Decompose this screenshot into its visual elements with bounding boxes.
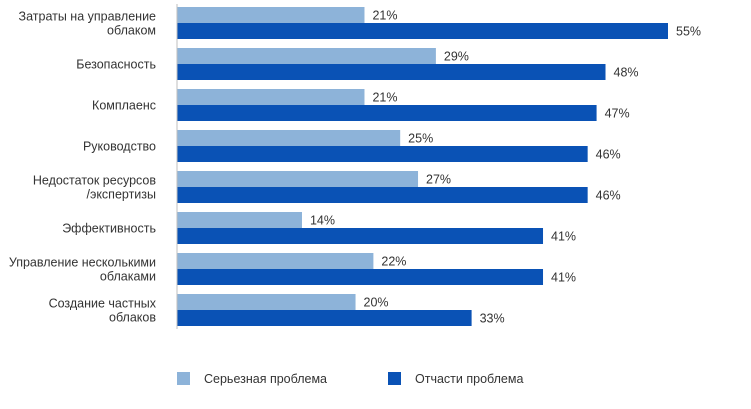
bar-serious-3	[177, 130, 401, 146]
bar-serious-4	[177, 171, 419, 187]
value-label-partial-0: 55%	[676, 25, 701, 39]
bar-partial-4	[177, 187, 588, 203]
bar-partial-0	[177, 23, 668, 39]
category-label-6-line-0: Управление несколькими	[9, 256, 156, 270]
value-label-partial-4: 46%	[596, 189, 621, 203]
bar-serious-6	[177, 253, 374, 269]
category-label-1-line-0: Безопасность	[76, 58, 156, 72]
bar-serious-7	[177, 294, 356, 310]
category-label-0-line-1: облаком	[107, 24, 156, 38]
legend-swatch-partial	[388, 372, 401, 385]
category-label-3-line-0: Руководство	[83, 140, 156, 154]
value-label-partial-6: 41%	[551, 271, 576, 285]
value-label-serious-2: 21%	[372, 91, 397, 105]
legend-label-serious: Серьезная проблема	[204, 372, 327, 386]
value-label-partial-5: 41%	[551, 230, 576, 244]
bar-partial-6	[177, 269, 544, 285]
legend-swatch-serious	[177, 372, 190, 385]
value-label-serious-7: 20%	[364, 296, 389, 310]
category-label-0-line-0: Затраты на управление	[19, 10, 156, 24]
value-label-serious-6: 22%	[381, 255, 406, 269]
bar-serious-0	[177, 7, 365, 23]
legend: Серьезная проблема Отчасти проблема	[177, 372, 523, 386]
bar-serious-2	[177, 89, 365, 105]
bar-partial-5	[177, 228, 544, 244]
category-label-6-line-1: облаками	[100, 270, 156, 284]
bar-partial-1	[177, 64, 606, 80]
category-label-2-line-0: Комплаенс	[92, 99, 156, 113]
bar-serious-1	[177, 48, 436, 64]
category-label-7-line-1: облаков	[109, 311, 156, 325]
value-label-partial-7: 33%	[480, 312, 505, 326]
value-label-serious-0: 21%	[372, 9, 397, 23]
bar-partial-7	[177, 310, 472, 326]
category-label-5-line-0: Эффективность	[62, 222, 156, 236]
bars-group: 21% 55% 29% 48% 21% 47% 25% 46% 27% 46% 14% 41% 22% 4…	[177, 7, 701, 326]
category-label-4-line-0: Недостаток ресурсов	[33, 174, 156, 188]
value-label-partial-2: 47%	[605, 107, 630, 121]
bar-partial-2	[177, 105, 597, 121]
value-label-serious-1: 29%	[444, 50, 469, 64]
bar-partial-3	[177, 146, 588, 162]
category-label-4-line-1: /экспертизы	[86, 188, 156, 202]
value-label-serious-4: 27%	[426, 173, 451, 187]
value-label-partial-3: 46%	[596, 148, 621, 162]
value-label-serious-5: 14%	[310, 214, 335, 228]
bar-serious-5	[177, 212, 302, 228]
value-label-serious-3: 25%	[408, 132, 433, 146]
value-label-partial-1: 48%	[614, 66, 639, 80]
legend-label-partial: Отчасти проблема	[415, 372, 523, 386]
category-label-7-line-0: Создание частных	[49, 297, 157, 311]
